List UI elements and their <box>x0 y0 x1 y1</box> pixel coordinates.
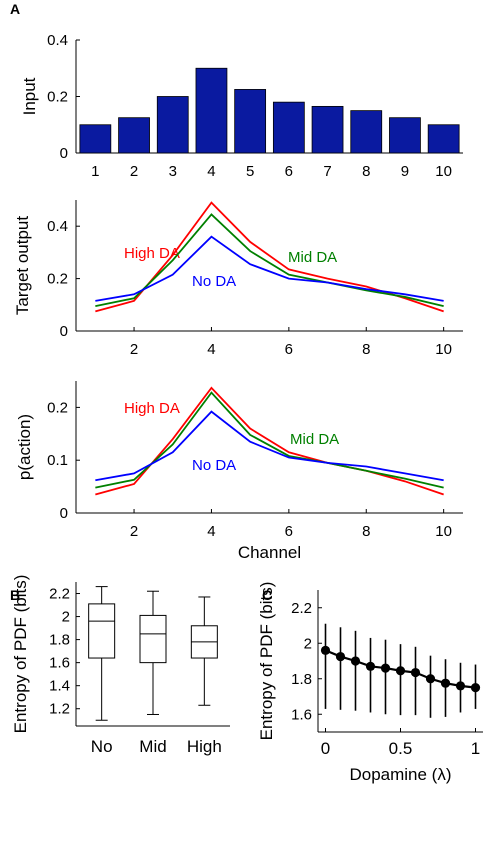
x-tick-label: 7 <box>323 163 331 180</box>
x-tick-label: High <box>187 737 222 756</box>
y-tick-label: 0 <box>60 145 68 162</box>
x-tick-label: 8 <box>362 163 370 180</box>
data-point <box>410 667 421 678</box>
bar <box>389 117 421 154</box>
panel-label: A <box>10 1 20 17</box>
bar <box>195 67 228 154</box>
series-label: High DA <box>124 400 180 417</box>
bar <box>350 110 383 154</box>
bar <box>234 89 267 154</box>
series-label: No DA <box>192 457 236 474</box>
series-label: High DA <box>124 245 180 262</box>
panel-label: B <box>10 587 20 603</box>
y-tick-label: 0.4 <box>47 218 68 235</box>
y-tick-label: 0.2 <box>47 271 68 288</box>
y-tick-label: 0.2 <box>47 399 68 416</box>
y-tick-label: 1.6 <box>291 706 312 723</box>
y-tick-label: 1.8 <box>49 632 70 649</box>
x-tick-label: 10 <box>435 163 452 180</box>
x-tick-label: 6 <box>285 341 293 358</box>
y-axis-label: Input <box>20 77 39 115</box>
x-tick-label: 4 <box>207 341 215 358</box>
y-tick-label: 1.4 <box>49 678 70 695</box>
x-axis-label: Channel <box>238 543 301 562</box>
y-tick-label: 0.4 <box>47 32 68 49</box>
data-point <box>335 651 346 662</box>
series-line <box>95 410 444 482</box>
y-tick-label: 0.2 <box>47 89 68 106</box>
series-label: Mid DA <box>288 249 337 266</box>
series-line <box>95 235 444 302</box>
x-tick-label: 6 <box>285 163 293 180</box>
x-tick-label: 4 <box>207 163 215 180</box>
box <box>139 614 167 664</box>
x-tick-label: Mid <box>139 737 166 756</box>
data-point <box>440 678 451 688</box>
x-tick-label: 2 <box>130 341 138 358</box>
data-point <box>470 683 481 693</box>
bar <box>311 105 344 154</box>
series-label: No DA <box>192 273 236 290</box>
x-tick-label: 6 <box>285 523 293 540</box>
x-tick-label: 2 <box>130 523 138 540</box>
y-tick-label: 2 <box>62 609 70 626</box>
bar <box>427 124 460 154</box>
y-axis-label: Entropy of PDF (bits) <box>257 582 276 741</box>
data-point <box>365 661 376 671</box>
x-tick-label: 3 <box>169 163 177 180</box>
x-tick-label: 0.5 <box>389 739 413 758</box>
x-tick-label: No <box>91 737 113 756</box>
bar <box>156 96 189 154</box>
x-tick-label: 4 <box>207 523 215 540</box>
data-point <box>425 674 436 684</box>
x-tick-label: 9 <box>401 163 409 180</box>
box <box>88 603 116 659</box>
y-tick-label: 2.2 <box>291 600 312 617</box>
x-axis-label: Dopamine (λ) <box>349 765 451 784</box>
y-tick-label: 0 <box>60 505 68 522</box>
y-tick-label: 1.2 <box>49 701 70 718</box>
bar <box>79 124 112 154</box>
y-tick-label: 1.6 <box>49 655 70 672</box>
data-point <box>455 681 466 691</box>
data-point <box>395 666 406 676</box>
data-point <box>320 645 331 655</box>
x-tick-label: 10 <box>435 523 452 540</box>
x-tick-label: 1 <box>471 739 480 758</box>
panel-label: C <box>262 587 272 603</box>
y-axis-label: p(action) <box>15 414 34 480</box>
y-tick-label: 0 <box>60 323 68 340</box>
x-tick-label: 0 <box>321 739 330 758</box>
y-tick-label: 0.1 <box>47 452 68 469</box>
x-tick-label: 1 <box>91 163 99 180</box>
bar <box>272 101 305 154</box>
x-tick-label: 2 <box>130 163 138 180</box>
bar <box>118 117 150 154</box>
y-axis-label: Target output <box>13 216 32 316</box>
y-tick-label: 2.2 <box>49 586 70 603</box>
y-axis-label: Entropy of PDF (bits) <box>11 575 30 734</box>
series-label: Mid DA <box>290 431 339 448</box>
y-tick-label: 2 <box>304 635 312 652</box>
data-point <box>350 656 361 666</box>
x-tick-label: 5 <box>246 163 254 180</box>
series-line <box>95 213 444 307</box>
x-tick-label: 8 <box>362 341 370 358</box>
data-point <box>380 663 391 673</box>
y-tick-label: 1.8 <box>291 671 312 688</box>
x-tick-label: 10 <box>435 341 452 358</box>
x-tick-label: 8 <box>362 523 370 540</box>
